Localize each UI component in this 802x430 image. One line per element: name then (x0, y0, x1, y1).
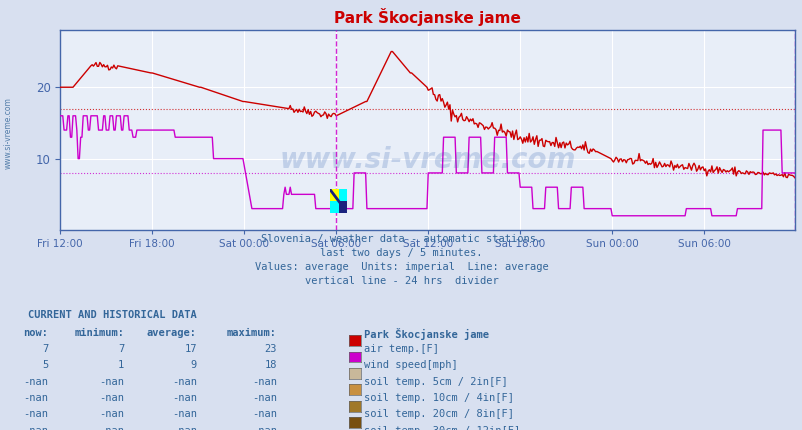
Text: www.si-vreme.com: www.si-vreme.com (3, 97, 13, 169)
Text: -nan: -nan (23, 393, 48, 403)
Text: -nan: -nan (252, 393, 277, 403)
Text: soil temp. 30cm / 12in[F]: soil temp. 30cm / 12in[F] (363, 426, 520, 430)
Text: 23: 23 (264, 344, 277, 354)
Text: Park Škocjanske jame: Park Škocjanske jame (363, 328, 488, 340)
Text: 9: 9 (190, 360, 196, 370)
Text: air temp.[F]: air temp.[F] (363, 344, 438, 354)
Text: -nan: -nan (99, 409, 124, 419)
Text: 5: 5 (42, 360, 48, 370)
Text: -nan: -nan (23, 409, 48, 419)
Bar (338, 201, 347, 213)
Title: Park Škocjanske jame: Park Škocjanske jame (334, 8, 520, 26)
Text: -nan: -nan (23, 426, 48, 430)
Text: last two days / 5 minutes.: last two days / 5 minutes. (320, 248, 482, 258)
Text: minimum:: minimum: (75, 328, 124, 338)
Text: -nan: -nan (172, 377, 196, 387)
Text: -nan: -nan (23, 377, 48, 387)
Text: now:: now: (23, 328, 48, 338)
Text: CURRENT AND HISTORICAL DATA: CURRENT AND HISTORICAL DATA (28, 310, 196, 319)
Text: soil temp. 5cm / 2in[F]: soil temp. 5cm / 2in[F] (363, 377, 507, 387)
Text: soil temp. 20cm / 8in[F]: soil temp. 20cm / 8in[F] (363, 409, 513, 419)
Text: wind speed[mph]: wind speed[mph] (363, 360, 457, 370)
Text: Values: average  Units: imperial  Line: average: Values: average Units: imperial Line: av… (254, 262, 548, 272)
Text: -nan: -nan (172, 426, 196, 430)
Text: www.si-vreme.com: www.si-vreme.com (279, 146, 575, 174)
Text: 7: 7 (42, 344, 48, 354)
Text: soil temp. 10cm / 4in[F]: soil temp. 10cm / 4in[F] (363, 393, 513, 403)
Text: -nan: -nan (252, 409, 277, 419)
Text: -nan: -nan (252, 377, 277, 387)
Text: -nan: -nan (252, 426, 277, 430)
Text: -nan: -nan (99, 426, 124, 430)
Bar (330, 189, 338, 201)
Text: -nan: -nan (99, 393, 124, 403)
Text: 1: 1 (118, 360, 124, 370)
Text: 7: 7 (118, 344, 124, 354)
Text: Slovenia / weather data - automatic stations.: Slovenia / weather data - automatic stat… (261, 234, 541, 244)
Bar (330, 201, 338, 213)
Text: vertical line - 24 hrs  divider: vertical line - 24 hrs divider (304, 276, 498, 286)
Text: -nan: -nan (172, 409, 196, 419)
Text: -nan: -nan (99, 377, 124, 387)
Text: 17: 17 (184, 344, 196, 354)
Bar (338, 189, 347, 201)
Text: average:: average: (147, 328, 196, 338)
Text: 18: 18 (264, 360, 277, 370)
Text: -nan: -nan (172, 393, 196, 403)
Text: maximum:: maximum: (227, 328, 277, 338)
